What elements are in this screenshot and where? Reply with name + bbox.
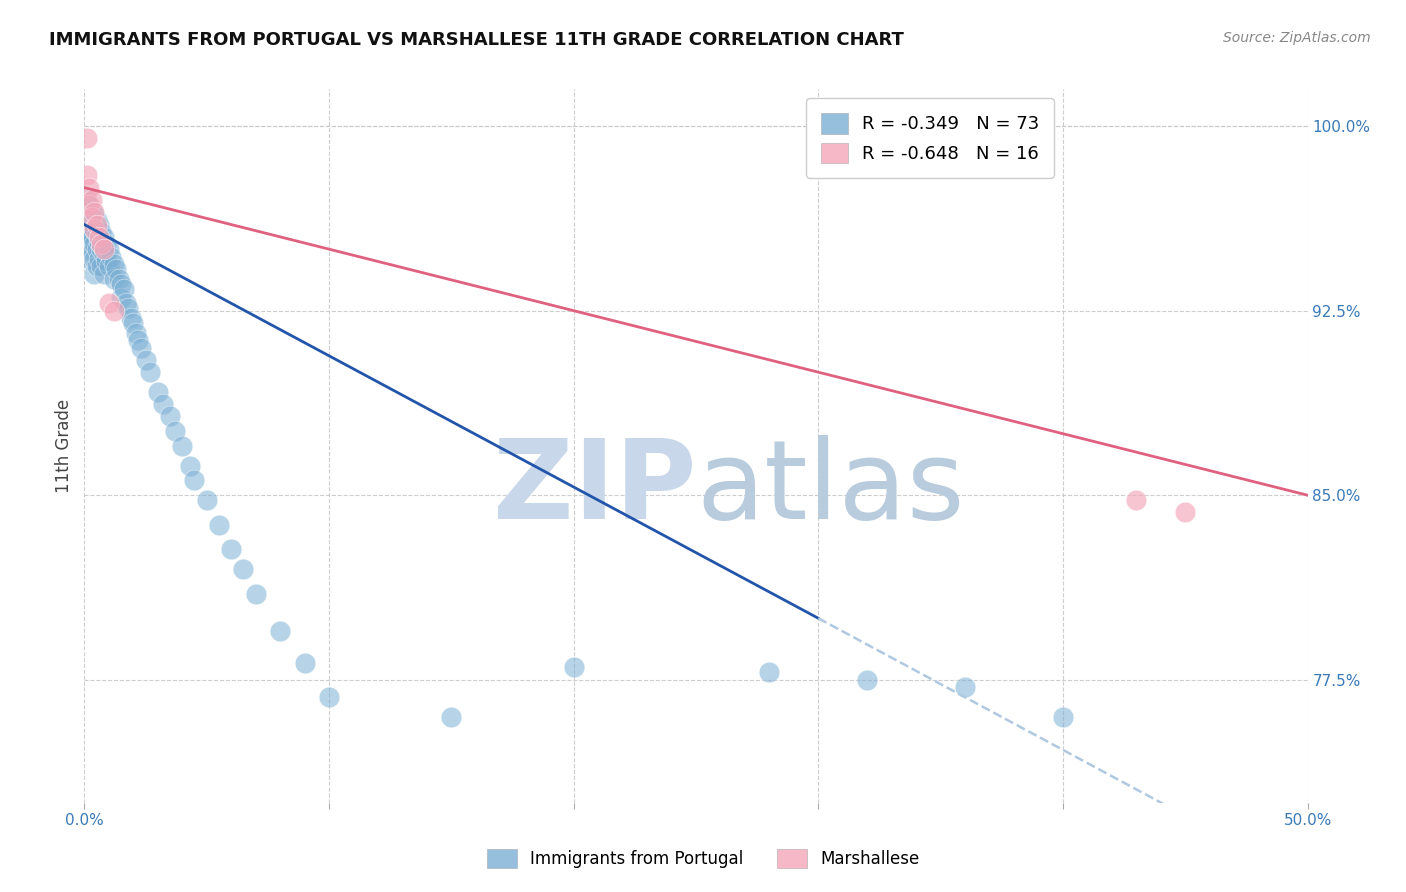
Point: [76, 131, 98, 145]
Point: [87, 252, 110, 266]
Legend: R = -0.349   N = 73, R = -0.648   N = 16: R = -0.349 N = 73, R = -0.648 N = 16: [806, 98, 1054, 178]
Point: [90, 225, 112, 239]
Point: [103, 257, 125, 271]
Point: [96, 254, 118, 268]
Point: [87, 235, 110, 249]
Point: [86, 212, 108, 227]
Point: [77, 252, 100, 266]
Point: [77, 180, 100, 194]
Point: [127, 333, 149, 347]
Point: [163, 424, 186, 438]
Point: [90, 242, 112, 256]
Point: [77, 225, 100, 239]
Point: [80, 215, 103, 229]
Point: [1174, 505, 1197, 519]
Point: [90, 237, 112, 252]
Point: [77, 237, 100, 252]
Point: [76, 169, 98, 183]
Point: [77, 210, 100, 224]
Point: [83, 267, 105, 281]
Point: [83, 222, 105, 236]
Text: atlas: atlas: [696, 435, 965, 542]
Point: [103, 271, 125, 285]
Point: [440, 709, 463, 723]
Point: [76, 218, 98, 232]
Text: ZIP: ZIP: [492, 435, 696, 542]
Point: [195, 493, 218, 508]
Point: [125, 326, 148, 340]
Point: [77, 198, 100, 212]
Point: [76, 205, 98, 219]
Point: [120, 311, 142, 326]
Point: [112, 281, 135, 295]
Point: [146, 384, 169, 399]
Point: [245, 587, 267, 601]
Point: [83, 237, 105, 252]
Point: [562, 660, 585, 674]
Point: [86, 227, 108, 242]
Point: [86, 242, 108, 256]
Point: [80, 202, 103, 217]
Point: [856, 673, 879, 687]
Point: [76, 227, 98, 242]
Point: [1052, 709, 1074, 723]
Point: [80, 230, 103, 244]
Point: [152, 397, 174, 411]
Point: [103, 303, 125, 318]
Point: [1125, 493, 1147, 508]
Point: [86, 218, 108, 232]
Point: [219, 542, 242, 557]
Point: [87, 218, 110, 232]
Point: [80, 244, 103, 259]
Point: [183, 474, 205, 488]
Point: [269, 624, 291, 638]
Point: [97, 260, 120, 274]
Point: [80, 193, 103, 207]
Point: [318, 690, 340, 704]
Point: [135, 352, 157, 367]
Point: [122, 316, 145, 330]
Y-axis label: 11th Grade: 11th Grade: [55, 399, 73, 493]
Point: [93, 230, 115, 244]
Point: [86, 260, 108, 274]
Point: [93, 267, 115, 281]
Point: [179, 458, 201, 473]
Point: [83, 252, 105, 266]
Point: [758, 665, 780, 680]
Point: [110, 291, 132, 305]
Point: [93, 247, 115, 261]
Point: [90, 260, 112, 274]
Point: [294, 656, 316, 670]
Point: [107, 271, 129, 285]
Point: [115, 296, 138, 310]
Point: [76, 193, 98, 207]
Point: [97, 242, 120, 256]
Point: [139, 365, 162, 379]
Point: [93, 242, 115, 256]
Point: [83, 222, 105, 236]
Point: [96, 237, 118, 252]
Point: [129, 341, 152, 355]
Point: [97, 296, 120, 310]
Point: [953, 680, 976, 694]
Point: [110, 277, 132, 291]
Point: [83, 208, 105, 222]
Text: IMMIGRANTS FROM PORTUGAL VS MARSHALLESE 11TH GRADE CORRELATION CHART: IMMIGRANTS FROM PORTUGAL VS MARSHALLESE …: [49, 31, 904, 49]
Point: [87, 230, 110, 244]
Text: Source: ZipAtlas.com: Source: ZipAtlas.com: [1223, 31, 1371, 45]
Legend: Immigrants from Portugal, Marshallese: Immigrants from Portugal, Marshallese: [479, 843, 927, 875]
Point: [83, 205, 105, 219]
Point: [80, 210, 103, 224]
Point: [117, 301, 139, 316]
Point: [159, 409, 181, 424]
Point: [105, 261, 128, 276]
Point: [100, 250, 122, 264]
Point: [208, 517, 231, 532]
Point: [172, 439, 194, 453]
Point: [77, 198, 100, 212]
Point: [232, 562, 254, 576]
